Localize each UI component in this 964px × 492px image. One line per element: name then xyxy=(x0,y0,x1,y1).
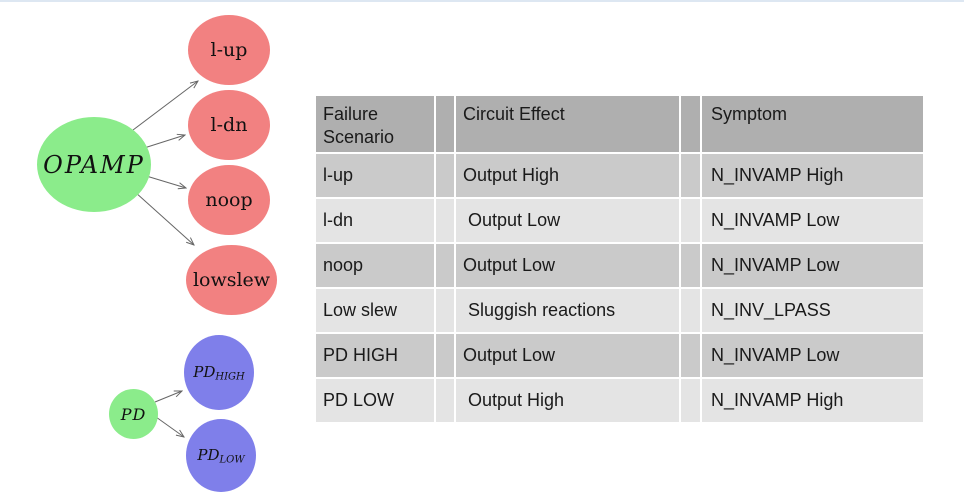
cell-spacer xyxy=(436,334,454,377)
cell-scenario: l-up xyxy=(316,154,434,197)
cell-spacer xyxy=(681,154,700,197)
cell-spacer xyxy=(681,334,700,377)
edge-opamp-ldn xyxy=(140,135,185,150)
cell-scenario: PD LOW xyxy=(316,379,434,422)
node-pd: PD xyxy=(109,389,158,439)
cell-symptom: N_INVAMP Low xyxy=(702,199,923,242)
header-spacer-1 xyxy=(436,96,454,152)
node-pd-low: PDLOW xyxy=(186,419,256,492)
cell-scenario: l-dn xyxy=(316,199,434,242)
cell-symptom: N_INVAMP High xyxy=(702,154,923,197)
cell-spacer xyxy=(681,379,700,422)
cell-effect: Output Low xyxy=(456,244,679,287)
pd-low-label: PDLOW xyxy=(197,445,245,466)
cell-effect: Output Low xyxy=(456,199,679,242)
node-opamp: OPAMP xyxy=(37,117,151,212)
header-spacer-2 xyxy=(681,96,700,152)
node-l-up: l-up xyxy=(188,15,270,85)
cell-symptom: N_INVAMP High xyxy=(702,379,923,422)
cell-scenario: Low slew xyxy=(316,289,434,332)
cell-spacer xyxy=(436,199,454,242)
cell-spacer xyxy=(681,244,700,287)
header-failure-scenario: Failure Scenario xyxy=(316,96,434,152)
cell-spacer xyxy=(436,154,454,197)
edge-pd-pdlow xyxy=(155,416,184,437)
header-circuit-effect: Circuit Effect xyxy=(456,96,679,152)
cell-effect: Output Low xyxy=(456,334,679,377)
cell-spacer xyxy=(436,289,454,332)
cell-scenario: PD HIGH xyxy=(316,334,434,377)
cell-spacer xyxy=(436,244,454,287)
node-noop: noop xyxy=(188,165,270,235)
edge-opamp-lowslew xyxy=(134,191,194,245)
cell-effect: Output High xyxy=(456,379,679,422)
cell-spacer xyxy=(436,379,454,422)
edge-pd-pdhigh xyxy=(154,391,182,403)
header-symptom: Symptom xyxy=(702,96,923,152)
edge-opamp-noop xyxy=(142,174,186,188)
cell-effect: Sluggish reactions xyxy=(456,289,679,332)
cell-symptom: N_INV_LPASS xyxy=(702,289,923,332)
cell-spacer xyxy=(681,199,700,242)
cell-symptom: N_INVAMP Low xyxy=(702,244,923,287)
failure-table: Failure Scenario Circuit Effect Symptom … xyxy=(316,96,924,422)
cell-effect: Output High xyxy=(456,154,679,197)
cell-spacer xyxy=(681,289,700,332)
node-pd-high: PDHIGH xyxy=(184,335,254,410)
cell-symptom: N_INVAMP Low xyxy=(702,334,923,377)
cell-scenario: noop xyxy=(316,244,434,287)
node-l-dn: l-dn xyxy=(188,90,270,160)
node-lowslew: lowslew xyxy=(186,245,277,315)
pd-high-label: PDHIGH xyxy=(193,362,245,383)
